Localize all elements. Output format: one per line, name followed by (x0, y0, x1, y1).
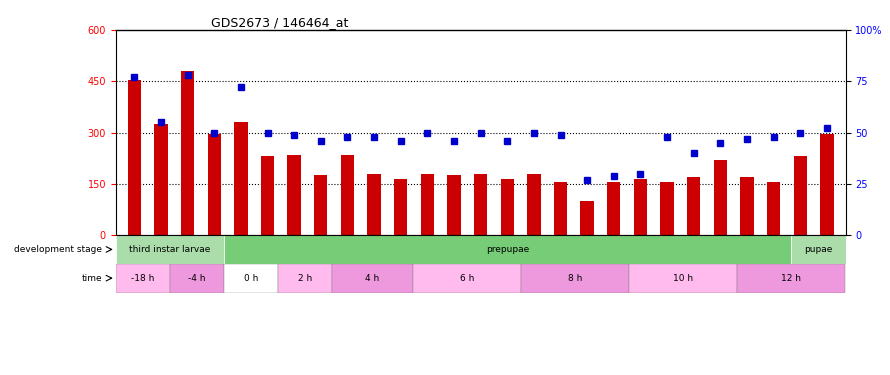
Text: 4 h: 4 h (366, 274, 380, 283)
Bar (448, 175, 461, 235)
Bar (794, 156, 807, 235)
Bar (223, 235, 791, 264)
Text: prepupae: prepupae (486, 245, 530, 254)
Bar (714, 160, 727, 235)
Bar (154, 124, 167, 235)
Bar (394, 178, 408, 235)
Bar (634, 178, 647, 235)
Text: third instar larvae: third instar larvae (129, 245, 210, 254)
Bar (170, 264, 223, 292)
Text: 8 h: 8 h (568, 274, 582, 283)
Bar (554, 182, 567, 235)
Bar (223, 264, 278, 292)
Bar (740, 177, 754, 235)
Bar (278, 264, 332, 292)
Bar (474, 174, 487, 235)
Text: -4 h: -4 h (188, 274, 206, 283)
Bar (738, 264, 846, 292)
Text: time: time (82, 274, 102, 283)
Text: 10 h: 10 h (673, 274, 693, 283)
Bar (261, 156, 274, 235)
Bar (116, 235, 223, 264)
Text: 12 h: 12 h (781, 274, 801, 283)
Bar (314, 175, 328, 235)
Bar (341, 155, 354, 235)
Text: 0 h: 0 h (244, 274, 258, 283)
Bar (207, 134, 221, 235)
Bar (607, 182, 620, 235)
Bar (234, 122, 247, 235)
Bar (500, 178, 514, 235)
Bar (580, 201, 594, 235)
Bar (413, 264, 522, 292)
Bar (116, 264, 170, 292)
Text: -18 h: -18 h (131, 274, 155, 283)
Bar (767, 182, 781, 235)
Bar (332, 264, 413, 292)
Bar (791, 235, 846, 264)
Text: GDS2673 / 146464_at: GDS2673 / 146464_at (211, 16, 348, 29)
Text: 2 h: 2 h (298, 274, 312, 283)
Bar (127, 80, 141, 235)
Text: 6 h: 6 h (460, 274, 474, 283)
Bar (527, 174, 540, 235)
Bar (629, 264, 738, 292)
Bar (687, 177, 700, 235)
Bar (181, 71, 194, 235)
Bar (660, 182, 674, 235)
Text: pupae: pupae (805, 245, 833, 254)
Bar (821, 134, 834, 235)
Bar (287, 155, 301, 235)
Bar (421, 174, 434, 235)
Text: development stage: development stage (14, 245, 102, 254)
Bar (368, 174, 381, 235)
Bar (522, 264, 629, 292)
